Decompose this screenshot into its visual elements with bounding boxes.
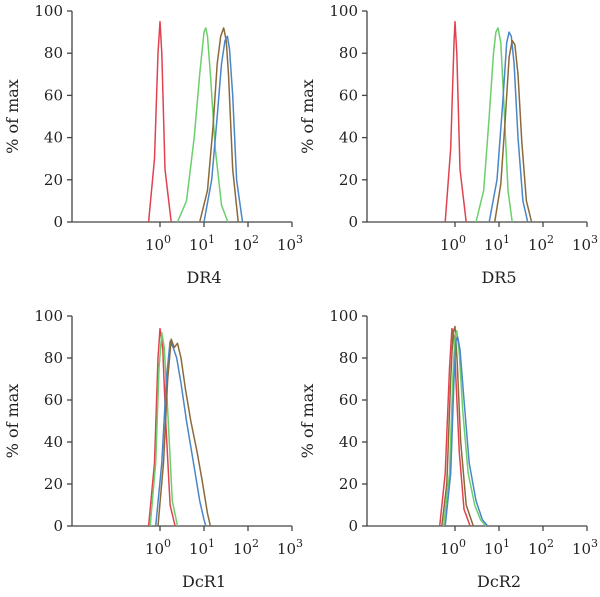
histogram-curve-red bbox=[147, 20, 172, 223]
x-axis-label: DcR2 bbox=[477, 572, 521, 591]
y-tick-label: 100 bbox=[34, 2, 63, 20]
histogram-curve-green bbox=[475, 27, 513, 223]
y-tick-label: 40 bbox=[44, 433, 63, 451]
x-tick-label: 101 bbox=[189, 537, 215, 558]
x-tick-label: 103 bbox=[572, 233, 598, 254]
y-tick-label: 80 bbox=[339, 44, 358, 62]
y-tick-label: 80 bbox=[44, 44, 63, 62]
y-tick-label: 40 bbox=[44, 129, 63, 147]
histogram-curve-blue bbox=[203, 35, 244, 223]
histogram-curve-brown bbox=[493, 39, 533, 223]
x-tick-label: 102 bbox=[233, 537, 259, 558]
x-tick-label: 100 bbox=[145, 233, 171, 254]
histogram-curve-red bbox=[438, 327, 471, 527]
y-tick-label: 60 bbox=[44, 391, 63, 409]
y-tick-label: 20 bbox=[339, 475, 358, 493]
y-tick-label: 20 bbox=[339, 171, 358, 189]
x-tick-label: 103 bbox=[572, 537, 598, 558]
y-axis-label: % of max bbox=[298, 384, 317, 459]
histogram-panel-2: 0 20 40 60 80 100 100 101 102 103 % of max DR5 bbox=[298, 2, 598, 287]
x-axis-label: DcR1 bbox=[182, 572, 226, 591]
x-tick-label: 102 bbox=[528, 233, 554, 254]
histogram-panel-4: 0 20 40 60 80 100 100 101 102 103 % of max DcR2 bbox=[298, 307, 598, 591]
y-tick-label: 0 bbox=[53, 517, 63, 535]
histogram-curve-green bbox=[149, 332, 179, 527]
y-tick-label: 0 bbox=[348, 517, 358, 535]
x-tick-label: 103 bbox=[277, 537, 303, 558]
y-axis-label: % of max bbox=[3, 79, 22, 154]
histogram-curve-brown bbox=[198, 27, 239, 223]
y-tick-label: 20 bbox=[44, 171, 63, 189]
x-tick-label: 102 bbox=[233, 233, 259, 254]
histogram-panel-3: 0 20 40 60 80 100 100 101 102 103 % of max DcR1 bbox=[3, 307, 303, 591]
y-tick-label: 40 bbox=[339, 433, 358, 451]
y-axis-label: % of max bbox=[298, 79, 317, 154]
histogram-curve-brown bbox=[157, 338, 212, 527]
y-tick-label: 20 bbox=[44, 475, 63, 493]
y-tick-label: 0 bbox=[53, 213, 63, 231]
histogram-curve-blue bbox=[488, 31, 529, 223]
y-tick-label: 100 bbox=[329, 307, 358, 325]
histogram-curve-green bbox=[176, 27, 229, 223]
y-tick-label: 80 bbox=[44, 349, 63, 367]
y-tick-label: 60 bbox=[339, 391, 358, 409]
x-tick-label: 101 bbox=[484, 233, 510, 254]
x-tick-label: 100 bbox=[145, 537, 171, 558]
x-axis-label: DR5 bbox=[481, 268, 516, 287]
y-tick-label: 40 bbox=[339, 129, 358, 147]
y-tick-label: 80 bbox=[339, 349, 358, 367]
x-tick-label: 103 bbox=[277, 233, 303, 254]
y-tick-label: 60 bbox=[339, 86, 358, 104]
histogram-curve-blue bbox=[154, 340, 207, 527]
y-tick-label: 100 bbox=[329, 2, 358, 20]
x-tick-label: 101 bbox=[189, 233, 215, 254]
y-axis-label: % of max bbox=[3, 384, 22, 459]
y-tick-label: 0 bbox=[348, 213, 358, 231]
x-tick-label: 101 bbox=[484, 537, 510, 558]
histogram-curve-green bbox=[442, 329, 487, 527]
x-axis-label: DR4 bbox=[186, 268, 221, 287]
histogram-curve-blue bbox=[444, 336, 489, 527]
y-tick-label: 60 bbox=[44, 86, 63, 104]
x-tick-label: 100 bbox=[440, 233, 466, 254]
x-tick-label: 102 bbox=[528, 537, 554, 558]
histogram-curve-red bbox=[444, 20, 467, 223]
x-tick-label: 100 bbox=[440, 537, 466, 558]
histogram-panel-1: 0 20 40 60 80 100 100 101 102 103 % of max DR4 bbox=[3, 2, 303, 287]
y-tick-label: 100 bbox=[34, 307, 63, 325]
histogram-curve-brown bbox=[441, 325, 475, 527]
